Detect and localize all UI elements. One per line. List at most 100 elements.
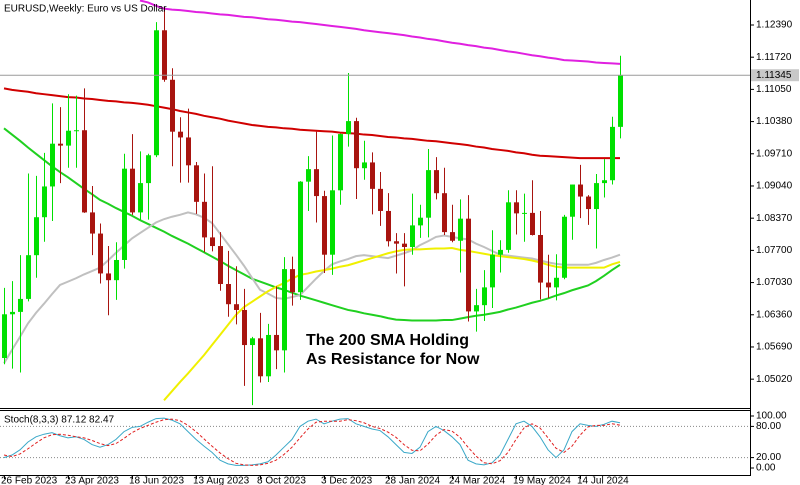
candle-body [490,254,495,288]
candle-body [482,287,487,306]
y-tick-label: 20.00 [756,452,781,463]
candle-body [258,338,263,377]
candle-body [10,311,15,315]
candle-body [458,218,463,241]
moving-average-line [3,211,621,364]
candle-body [2,314,7,359]
candle-body [402,243,407,248]
candle-body [138,183,143,213]
moving-average-line [3,87,620,160]
candle-body [90,212,95,234]
candle-body [530,212,535,235]
candle-body [282,269,287,351]
candle-body [442,193,447,233]
x-tick-label: 18 Jun 2023 [129,476,184,485]
candle-body [162,30,167,80]
indicator-line [3,418,621,466]
moving-average-line [163,246,621,401]
candle-body [274,334,279,351]
candle-body [194,165,199,202]
candle-body [338,134,343,191]
candle-body [186,137,191,166]
candle-body [498,249,503,255]
candle-body [50,143,55,187]
candle-body [146,155,151,184]
y-tick-label: 80.00 [756,421,781,432]
candle-body [106,273,111,281]
y-tick-label: 1.05020 [756,374,793,385]
candle-body [522,212,527,214]
candle-body [322,196,327,255]
indicator-title: Stoch(8,3,3) 87.12 82.47 [4,415,115,426]
candle-body [378,188,383,211]
chart-title: EURUSD,Weekly: Euro vs US Dollar [4,4,167,15]
candle-body [290,269,295,293]
candle-body [202,201,207,238]
y-tick-label: 1.09040 [756,181,793,192]
candle-body [234,304,239,310]
x-tick-label: 19 May 2024 [513,476,571,485]
y-tick-label: 1.09710 [756,148,793,159]
candle-body [554,277,559,288]
y-tick-label: 1.11720 [756,52,792,63]
candle-body [618,75,623,127]
x-tick-label: 24 Mar 2024 [449,476,506,485]
candle-body [210,237,215,247]
candle-body [610,126,615,181]
candle-body [434,170,439,194]
candle-body [578,184,583,197]
candle-body [298,181,303,293]
candle-body [450,232,455,241]
candle-body [426,170,431,218]
candle-body [394,241,399,244]
y-tick-label: 1.08370 [756,213,793,224]
candle-body [226,284,231,305]
candle-body [58,143,63,146]
candle-body [538,234,543,283]
x-tick-label: 28 Jan 2024 [385,476,440,485]
candle-body [594,183,599,210]
x-tick-label: 13 Aug 2023 [193,476,250,485]
last-price-box [751,69,799,82]
y-tick-label: 1.11050 [756,84,792,95]
candle-body [410,225,415,248]
y-tick-label: 1.07030 [756,277,793,288]
candle-body [114,259,119,281]
candle-body [314,169,319,197]
y-tick-label: 1.06360 [756,309,793,320]
candle-body [362,162,367,169]
candle-body [418,217,423,226]
candle-body [306,169,311,182]
candle-body [74,130,79,132]
candle-body [26,255,31,299]
candle-body [242,309,247,346]
candle-body [82,130,87,213]
candle-body [250,338,255,346]
candle-body [122,168,127,260]
candle-body [178,131,183,138]
annotation: As Resistance for Now [306,351,480,368]
candle-body [34,217,39,256]
x-tick-label: 14 Jul 2024 [577,476,629,485]
candle-body [266,334,271,377]
candle-body [130,168,135,213]
candle-body [506,202,511,250]
candle-body [474,305,479,312]
candle-body [346,121,351,135]
moving-average-line [3,127,621,322]
candle-body [586,196,591,210]
candle-body [546,282,551,288]
x-tick-label: 26 Feb 2023 [1,476,58,485]
x-tick-label: 8 Oct 2023 [257,476,306,485]
x-tick-label: 23 Apr 2023 [65,476,119,485]
candle-body [330,190,335,255]
main-panel [2,0,623,406]
x-tick-label: 3 Dec 2023 [321,476,373,485]
y-tick-label: 0.00 [756,463,776,474]
y-tick-label: 1.12390 [756,20,793,31]
candle-body [466,218,471,312]
candle-body [562,216,567,278]
